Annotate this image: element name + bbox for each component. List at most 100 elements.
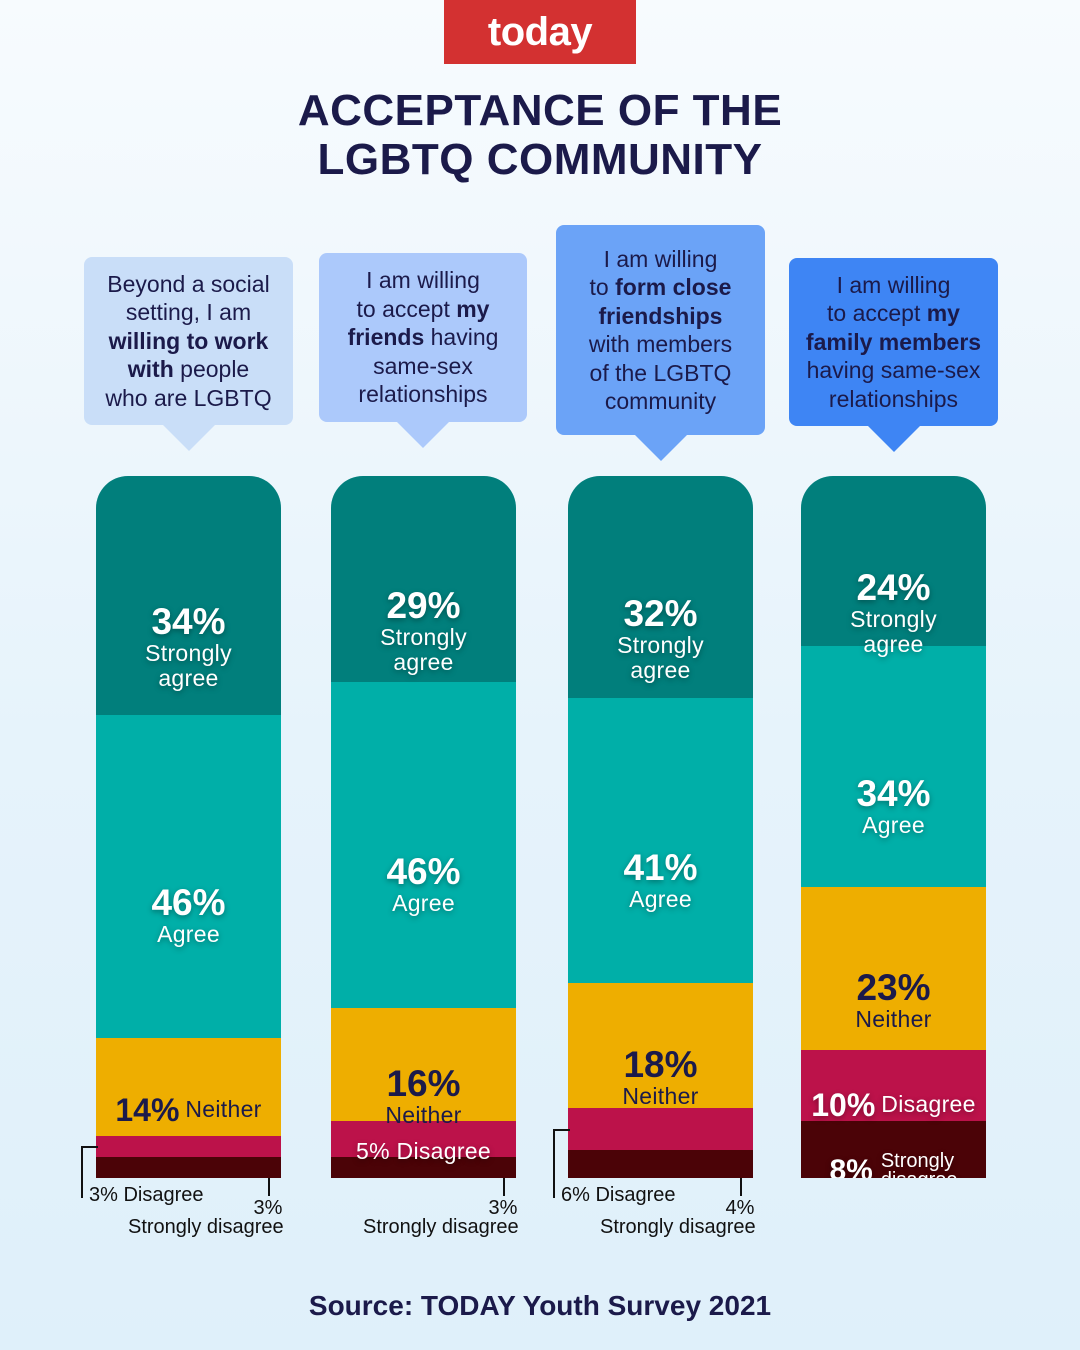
bar-segment-disagree — [96, 1135, 281, 1158]
value-label: 18% — [623, 1043, 698, 1085]
title-line-1: ACCEPTANCE OF THE — [297, 86, 783, 135]
statement-text: I am willing — [366, 267, 480, 294]
strongly-disagree-callout: Strongly disagree — [363, 1216, 519, 1238]
statement-text: to — [589, 274, 616, 300]
strongly-disagree-callout: Strongly disagree — [600, 1216, 756, 1238]
bar-segment-strongly-disagree — [801, 1121, 986, 1178]
statement-text: I am willing — [836, 271, 951, 298]
value-label: 10% — [811, 1086, 876, 1123]
strongly-disagree-callout-line — [268, 1178, 270, 1196]
category-label: Agree — [862, 811, 925, 838]
bar-segment-neither — [331, 1007, 516, 1122]
category-label: Disagree — [881, 1091, 976, 1118]
segment-label: 5% Disagree — [331, 1139, 516, 1164]
statement-text: community — [604, 388, 717, 414]
bar-segment-strongly-agree — [96, 476, 281, 716]
today-logo: today — [444, 0, 636, 64]
bar-column-1: 34% Strongly agree 46% Agree 14% Neither — [96, 476, 281, 1178]
segment-label: 16% Neither — [331, 1064, 516, 1128]
category-label: agree — [158, 665, 219, 692]
category-label: Neither — [185, 1096, 262, 1123]
statement-text: having — [424, 324, 499, 351]
statement-text: family members — [805, 328, 982, 355]
value-label: 23% — [856, 966, 931, 1008]
value-label: 34% — [856, 772, 931, 814]
bar-segment-disagree — [331, 1121, 516, 1158]
statement-bubble-1: Beyond a social setting, I am willing to w… — [84, 257, 293, 451]
category-label: Agree — [629, 885, 692, 912]
category-label: Strongly — [380, 623, 467, 650]
segment-label: 34% Agree — [801, 772, 986, 838]
statement-text: who are LGBTQ — [105, 384, 272, 411]
category-label: agree — [393, 648, 454, 675]
category-label: Strongly — [145, 640, 232, 667]
segment-label: 18% Neither — [568, 1043, 753, 1109]
segment-label: 23% Neither — [801, 966, 986, 1032]
bar-segment-strongly-agree — [331, 476, 516, 683]
bar-column-3: 32% Strongly agree 41% Agree 18% Neither — [568, 476, 753, 1178]
strongly-disagree-callout-line — [740, 1178, 742, 1196]
statement-text: people — [173, 356, 250, 383]
statement-text: to accept — [827, 300, 927, 327]
statement-text: I am willing — [603, 245, 718, 272]
disagree-callout-line — [81, 1146, 98, 1198]
value-label: 29% — [386, 584, 461, 626]
bubble-pointer — [160, 423, 217, 451]
segment-label: 46% Agree — [96, 884, 281, 947]
statement-text: friends — [347, 324, 425, 351]
statement-text: Beyond a social — [107, 270, 270, 297]
bar-segment-disagree — [568, 1108, 753, 1151]
category-label: Strongly — [617, 632, 704, 659]
bar-segment-agree — [96, 714, 281, 1039]
category-label: Neither — [385, 1101, 462, 1128]
statement-text: willing to work — [108, 327, 269, 354]
category-label: agree — [630, 657, 691, 684]
segment-label: 29% Strongly agree — [331, 584, 516, 675]
bubble-pointer — [632, 433, 689, 461]
value-label: 14% — [115, 1091, 180, 1128]
statement-text: with — [127, 356, 174, 383]
statement-text: form close — [615, 274, 732, 300]
bar-segment-strongly-disagree — [568, 1150, 753, 1178]
category-label: Agree — [157, 921, 220, 948]
bar-segment-strongly-disagree — [96, 1156, 281, 1178]
segment-label: 34% Strongly agree — [96, 603, 281, 691]
statement-bubble-2: I am willing to accept my friends having sa… — [319, 253, 527, 448]
segment-label: 46% Agree — [331, 852, 516, 916]
value-label: 24% — [856, 567, 931, 609]
source-note: Source: TODAY Youth Survey 2021 — [308, 1290, 772, 1321]
category-label: Neither — [622, 1082, 699, 1109]
statement-text: my — [926, 300, 960, 327]
statement-text: my — [456, 295, 490, 322]
value-label: 34% — [151, 601, 226, 643]
segment-label: 24% Strongly agree — [801, 569, 986, 657]
value-label: 32% — [623, 593, 698, 635]
segment-label: 10% Disagree — [801, 1086, 986, 1124]
strongly-disagree-value: 3% — [253, 1197, 283, 1219]
title-line-2: LGBTQ COMMUNITY — [317, 135, 763, 184]
bar-segment-neither — [96, 1037, 281, 1137]
disagree-callout-line — [553, 1129, 570, 1198]
bar-segment-strongly-disagree — [331, 1156, 516, 1178]
strongly-disagree-callout-line — [503, 1178, 505, 1196]
category-label: agree — [863, 631, 924, 658]
bar-column-2: 29% Strongly agree 46% Agree 16% Neither 5% Dis… — [331, 476, 516, 1178]
strongly-disagree-value: 3% — [488, 1197, 518, 1219]
bubble-pointer — [395, 420, 451, 448]
statement-text: setting, I am — [125, 299, 252, 326]
value-label: 41% — [623, 846, 698, 888]
value-label: 8% — [829, 1153, 873, 1178]
value-label: 5% Disagree — [356, 1138, 491, 1164]
statement-text: friendships — [598, 302, 723, 329]
statement-text: relationships — [828, 385, 959, 412]
strongly-disagree-callout: Strongly disagree — [128, 1216, 284, 1238]
segment-label: 41% Agree — [568, 846, 753, 912]
bar-segment-neither — [568, 983, 753, 1110]
statement-text: to accept — [356, 295, 457, 322]
bar-segment-strongly-agree — [801, 476, 986, 647]
bubble-pointer — [865, 424, 922, 452]
category-label: Agree — [392, 889, 455, 916]
value-label: 46% — [151, 882, 226, 924]
